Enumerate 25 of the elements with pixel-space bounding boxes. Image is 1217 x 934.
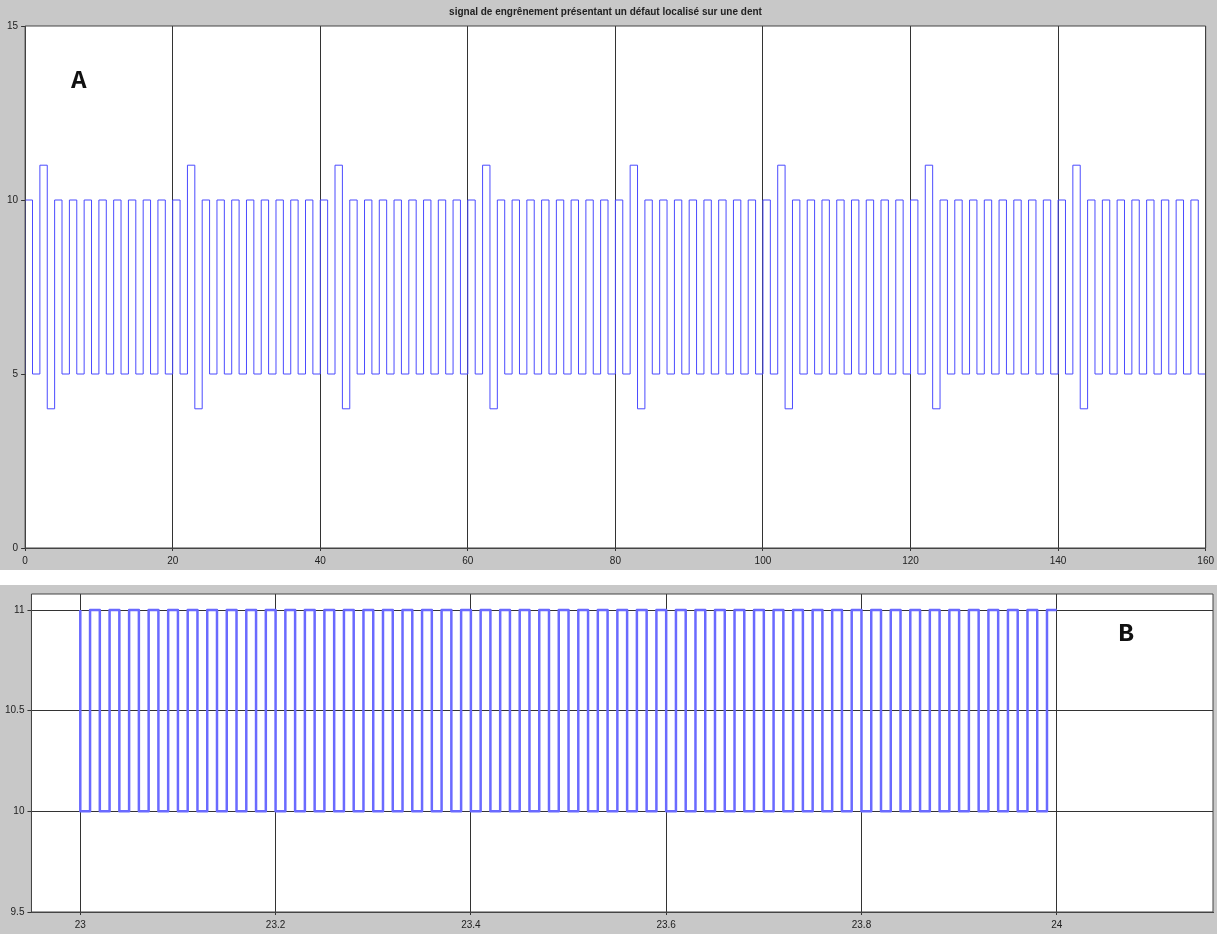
x-tick-label: 20: [167, 554, 179, 566]
x-tick-label: 100: [754, 554, 772, 566]
x-tick-label: 23.8: [851, 918, 872, 930]
y-tick-label: 15: [7, 19, 19, 31]
x-tick-label: 60: [462, 554, 474, 566]
x-tick-label: 140: [1049, 554, 1067, 566]
x-tick-label: 120: [902, 554, 920, 566]
y-tick-label: 11: [14, 603, 25, 615]
x-tick-label: 160: [1197, 554, 1215, 566]
x-tick-label: 23.6: [656, 918, 677, 930]
x-tick-label: 80: [609, 554, 622, 566]
annotation: A: [71, 65, 88, 96]
y-tick-label: 10: [13, 805, 25, 817]
x-tick-label: 23.4: [461, 918, 482, 930]
x-tick-label: 24: [1051, 918, 1063, 930]
x-tick-label: 23.2: [265, 918, 286, 930]
y-tick-label: 5: [12, 367, 19, 379]
y-tick-label: 0: [12, 541, 19, 553]
x-tick-label: 23: [74, 918, 87, 930]
x-tick-label: 40: [314, 554, 327, 566]
chart-title: signal de engrênement présentant un défaut localisé sur une dent: [449, 5, 763, 17]
y-tick-label: 10: [7, 193, 19, 205]
y-tick-label: 9.5: [10, 905, 25, 917]
annotation: B: [1118, 618, 1135, 649]
y-tick-label: 10.5: [4, 704, 25, 716]
